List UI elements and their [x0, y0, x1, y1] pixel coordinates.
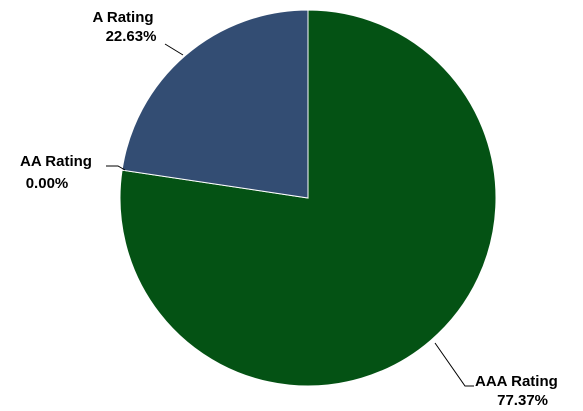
leader-line-aa-rating: [106, 165, 126, 171]
data-label-category-aaa-rating: AAA Rating: [475, 373, 558, 390]
leader-line-aaa-rating: [434, 342, 474, 387]
data-label-category-a-rating: A Rating: [92, 9, 153, 26]
data-label-category-aa-rating: AA Rating: [20, 153, 92, 170]
pie-slice-a-rating: [121, 9, 309, 199]
data-label-value-a-rating: 22.63%: [106, 28, 157, 45]
leader-lines: [106, 43, 474, 387]
data-label-value-aa-rating: 0.00%: [26, 175, 69, 192]
data-labels: AAA Rating 77.37% A Rating 22.63% AA Rating 0…: [20, 9, 558, 409]
data-label-value-aaa-rating: 77.37%: [497, 392, 548, 409]
pie-slices: [119, 9, 497, 387]
leader-line-a-rating: [164, 43, 184, 56]
